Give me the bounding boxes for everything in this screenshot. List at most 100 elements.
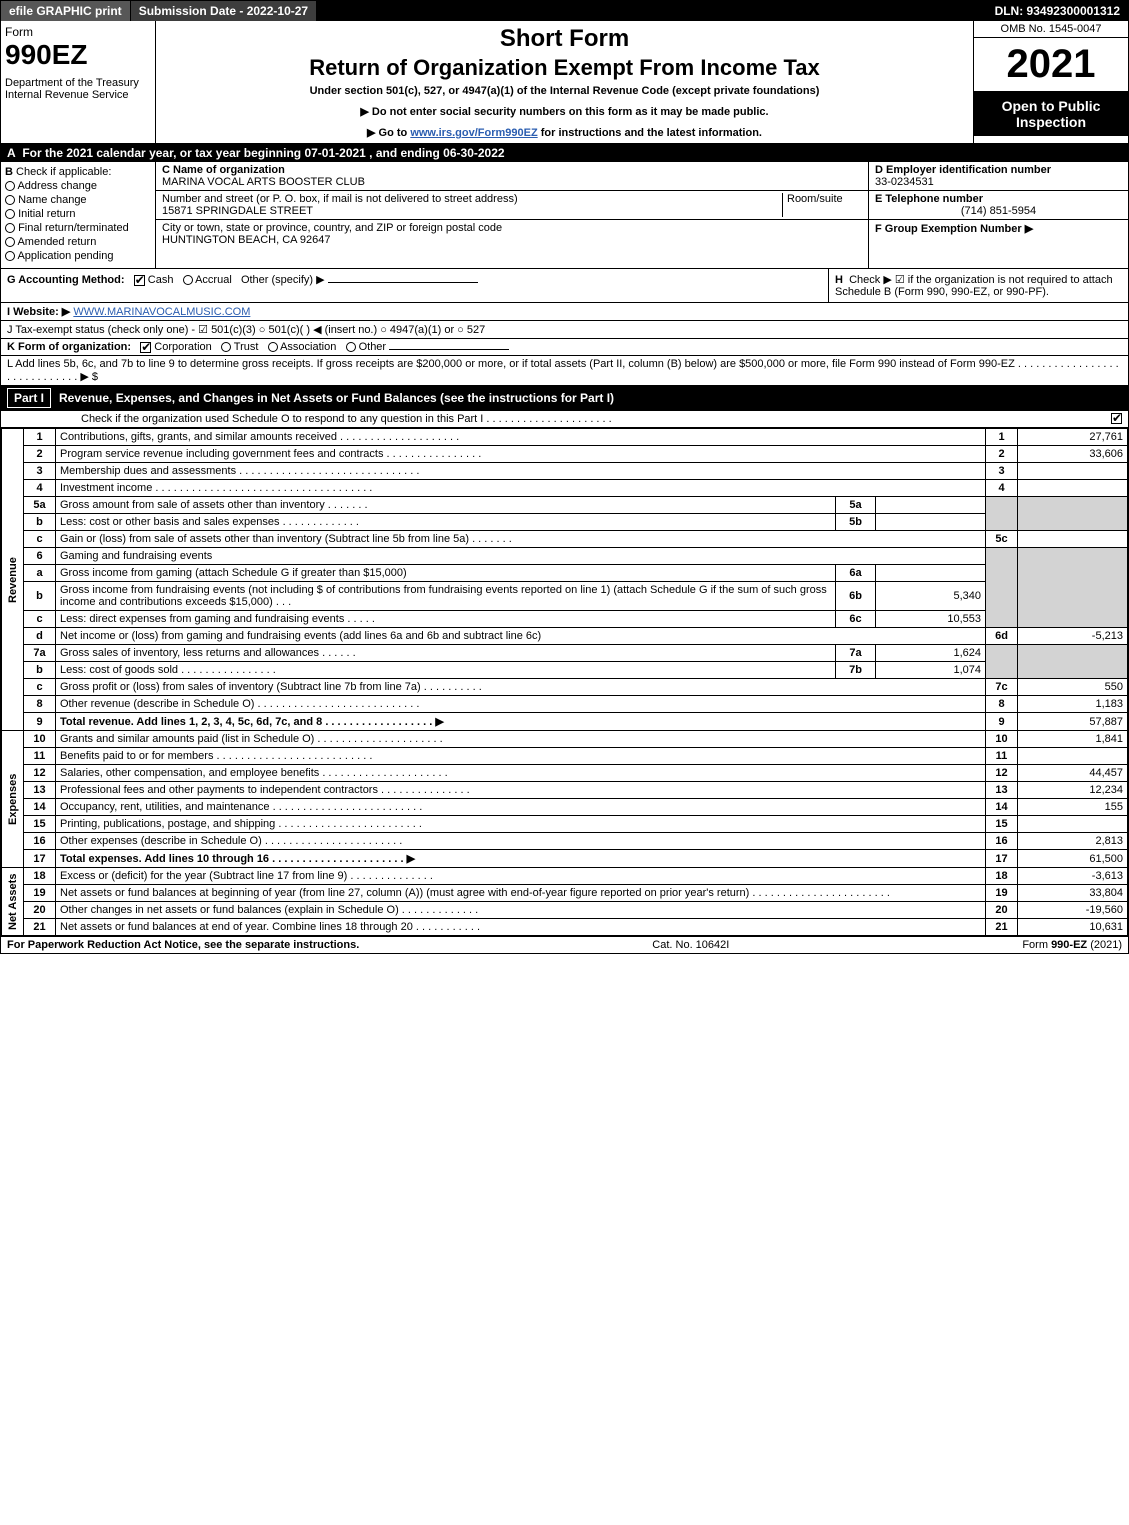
radio-other[interactable]	[346, 342, 356, 352]
line-6c-subamt: 10,553	[876, 611, 986, 628]
efile-print-button[interactable]: efile GRAPHIC print	[1, 1, 131, 21]
footer-form-prefix: Form	[1022, 939, 1051, 951]
trust-label: Trust	[234, 341, 259, 353]
row-k-form-org: K Form of organization: Corporation Trus…	[1, 339, 1128, 356]
form-subtitle: Under section 501(c), 527, or 4947(a)(1)…	[164, 85, 965, 97]
line-7b-sub: 7b	[836, 662, 876, 679]
section-d: D Employer identification number 33-0234…	[868, 162, 1128, 268]
footer-paperwork: For Paperwork Reduction Act Notice, see …	[7, 939, 359, 951]
irs-link[interactable]: www.irs.gov/Form990EZ	[410, 127, 537, 139]
submission-date-button[interactable]: Submission Date - 2022-10-27	[131, 1, 317, 21]
department-label: Department of the Treasury Internal Reve…	[5, 77, 151, 101]
line-6d-num: d	[24, 628, 56, 645]
radio-accrual[interactable]	[183, 275, 193, 285]
amended-return-label: Amended return	[17, 236, 96, 248]
topbar: efile GRAPHIC print Submission Date - 20…	[1, 1, 1128, 21]
line-6d-box: 6d	[986, 628, 1018, 645]
line-6-num: 6	[24, 548, 56, 565]
line-6-shade	[986, 548, 1018, 628]
line-1-num: 1	[24, 429, 56, 446]
radio-association[interactable]	[268, 342, 278, 352]
line-6c-num: c	[24, 611, 56, 628]
other-org-line[interactable]	[389, 349, 509, 350]
room-suite-label: Room/suite	[787, 193, 843, 205]
section-c: C Name of organization MARINA VOCAL ARTS…	[156, 162, 868, 268]
line-2-box: 2	[986, 446, 1018, 463]
form-number: 990EZ	[5, 39, 151, 71]
line-5c-text: Gain or (loss) from sale of assets other…	[56, 531, 986, 548]
line-4-num: 4	[24, 480, 56, 497]
line-6-text: Gaming and fundraising events	[56, 548, 986, 565]
line-8-text: Other revenue (describe in Schedule O) .…	[56, 696, 986, 713]
short-form-title: Short Form	[164, 25, 965, 53]
line-2-amount: 33,606	[1018, 446, 1128, 463]
line-15-amount	[1018, 816, 1128, 833]
line-2-text: Program service revenue including govern…	[56, 446, 986, 463]
line-7b-subamt: 1,074	[876, 662, 986, 679]
checkbox-address-change[interactable]: Address change	[5, 180, 151, 192]
line-15-box: 15	[986, 816, 1018, 833]
row-i-website: I Website: ▶ WWW.MARINAVOCALMUSIC.COM	[1, 303, 1128, 321]
line-10-num: 10	[24, 731, 56, 748]
line-3-text: Membership dues and assessments . . . . …	[56, 463, 986, 480]
ein-value: 33-0234531	[875, 176, 934, 188]
checkbox-cash[interactable]	[134, 275, 145, 286]
checkbox-amended-return[interactable]: Amended return	[5, 236, 151, 248]
line-6b-sub: 6b	[836, 582, 876, 611]
part-i-table: Revenue 1 Contributions, gifts, grants, …	[1, 428, 1128, 936]
line-7a-num: 7a	[24, 645, 56, 662]
form-title: Return of Organization Exempt From Incom…	[164, 55, 965, 81]
line-8-amount: 1,183	[1018, 696, 1128, 713]
name-change-label: Name change	[18, 194, 87, 206]
line-6b-subamt: 5,340	[876, 582, 986, 611]
part-i-header: Part I Revenue, Expenses, and Changes in…	[1, 385, 1128, 411]
checkbox-schedule-o[interactable]	[1111, 413, 1122, 424]
checkbox-application-pending[interactable]: Application pending	[5, 250, 151, 262]
line-17-text: Total expenses. Add lines 10 through 16 …	[56, 850, 986, 868]
line-5a-subamt	[876, 497, 986, 514]
line-7c-num: c	[24, 679, 56, 696]
line-11-num: 11	[24, 748, 56, 765]
line-7a-subamt: 1,624	[876, 645, 986, 662]
footer: For Paperwork Reduction Act Notice, see …	[1, 936, 1128, 953]
c-name-label: C Name of organization	[162, 164, 285, 176]
line-5a-num: 5a	[24, 497, 56, 514]
org-name: MARINA VOCAL ARTS BOOSTER CLUB	[162, 176, 365, 188]
checkbox-name-change[interactable]: Name change	[5, 194, 151, 206]
dln-label: DLN: 93492300001312	[987, 1, 1128, 21]
website-link[interactable]: WWW.MARINAVOCALMUSIC.COM	[73, 306, 250, 318]
radio-trust[interactable]	[221, 342, 231, 352]
goto-prefix: ▶ Go to	[367, 127, 410, 139]
ein-label: D Employer identification number	[875, 164, 1051, 176]
checkbox-corporation[interactable]	[140, 342, 151, 353]
row-j-tax-status: J Tax-exempt status (check only one) - ☑…	[1, 321, 1128, 339]
ssn-warning: ▶ Do not enter social security numbers o…	[164, 105, 965, 118]
other-label: Other (specify) ▶	[241, 274, 325, 286]
line-20-text: Other changes in net assets or fund bala…	[56, 902, 986, 919]
phone-value: (714) 851-5954	[875, 205, 1122, 217]
h-text: Check ▶ ☑ if the organization is not req…	[835, 274, 1113, 298]
omb-number: OMB No. 1545-0047	[974, 21, 1128, 38]
website-note: ▶ Go to www.irs.gov/Form990EZ for instru…	[164, 126, 965, 139]
other-org-label: Other	[359, 341, 387, 353]
footer-form-suffix: (2021)	[1087, 939, 1122, 951]
checkbox-initial-return[interactable]: Initial return	[5, 208, 151, 220]
line-19-num: 19	[24, 885, 56, 902]
line-6b-text: Gross income from fundraising events (no…	[56, 582, 836, 611]
checkbox-final-return[interactable]: Final return/terminated	[5, 222, 151, 234]
line-19-text: Net assets or fund balances at beginning…	[56, 885, 986, 902]
line-9-amount: 57,887	[1018, 713, 1128, 731]
address-change-label: Address change	[17, 180, 97, 192]
line-5c-box: 5c	[986, 531, 1018, 548]
line-16-box: 16	[986, 833, 1018, 850]
line-5b-sub: 5b	[836, 514, 876, 531]
other-input-line[interactable]	[328, 282, 478, 283]
line-6c-text: Less: direct expenses from gaming and fu…	[56, 611, 836, 628]
netassets-vlabel: Net Assets	[2, 868, 24, 936]
line-5c-num: c	[24, 531, 56, 548]
line-17-text-bold: Total expenses. Add lines 10 through 16 …	[60, 853, 415, 865]
line-10-amount: 1,841	[1018, 731, 1128, 748]
application-pending-label: Application pending	[17, 250, 113, 262]
g-label: G Accounting Method:	[7, 274, 125, 286]
row-gh: G Accounting Method: Cash Accrual Other …	[1, 269, 1128, 303]
